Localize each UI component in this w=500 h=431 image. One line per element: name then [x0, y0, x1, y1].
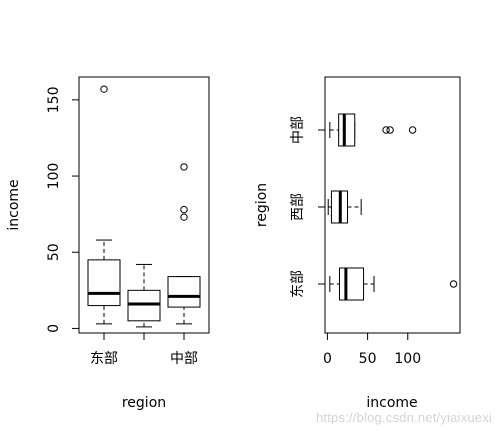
x-tick-label: 0 [323, 351, 332, 367]
x-tick-label: 50 [359, 351, 377, 367]
y-tick-label: 150 [46, 86, 62, 113]
box [338, 113, 356, 147]
box-group [87, 85, 121, 325]
box [338, 267, 365, 301]
outlier-point [382, 126, 390, 134]
box-group [127, 263, 161, 328]
outlier-point [100, 85, 108, 93]
outlier-point [449, 280, 458, 288]
x-axis-label: income [366, 395, 417, 411]
box-group [327, 190, 362, 224]
y-tick-label: 西部 [290, 193, 306, 221]
plot-region-vs-income-vertical: 0 50 100 150 东部 中部 region income [6, 76, 210, 411]
y-tick-label: 0 [46, 324, 62, 333]
outlier-point [180, 205, 188, 214]
x-tick-label: 中部 [170, 351, 198, 367]
x-axis-label: region [122, 395, 166, 411]
y-axis-label: income [6, 179, 22, 230]
outlier-point [180, 163, 188, 171]
y-tick-label: 50 [46, 243, 62, 261]
box [87, 259, 121, 307]
plot-frame [324, 76, 461, 334]
box [167, 276, 201, 308]
plot-income-vs-region-horizontal: 0 50 100 东部 西部 中部 income region [254, 76, 461, 411]
box [127, 289, 161, 322]
x-tick-label: 东部 [90, 351, 118, 367]
outlier-point [408, 126, 417, 134]
y-axis-label: region [254, 183, 270, 227]
x-tick-label: 100 [394, 351, 421, 367]
watermark: https://blog.csdn.net/yiaixuexi [315, 410, 492, 425]
outlier-point [386, 126, 394, 134]
y-tick-label: 东部 [290, 270, 306, 298]
box-group [329, 267, 458, 301]
outlier-point [180, 213, 188, 221]
box-group [329, 113, 417, 147]
box-group [167, 163, 201, 325]
y-tick-label: 中部 [290, 116, 306, 144]
y-tick-label: 100 [46, 163, 62, 190]
